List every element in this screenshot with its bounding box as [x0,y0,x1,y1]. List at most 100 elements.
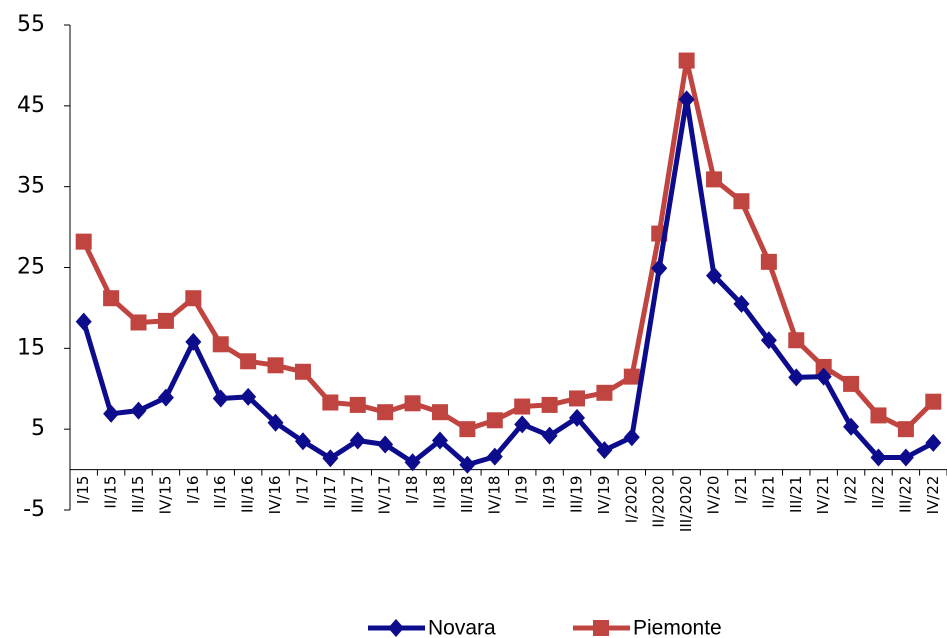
data-point [75,233,92,250]
data-point [459,421,476,438]
data-point [541,426,558,445]
data-point [706,266,723,285]
legend-marker [593,620,609,636]
data-point [569,408,586,427]
data-point [651,259,668,278]
data-point [486,412,503,429]
data-point [870,448,887,467]
data-point [623,368,640,385]
data-point [431,404,448,421]
data-point [925,433,942,452]
x-tick-label: III/22 [896,476,914,513]
data-point [897,448,914,467]
data-point [103,404,120,423]
data-point [377,435,394,454]
data-point [760,331,777,350]
x-tick-label: I/18 [403,476,421,505]
x-tick-label: III/21 [787,476,805,513]
x-tick-label: IV/16 [266,476,284,515]
data-point [212,336,229,353]
y-tick-label: 45 [17,93,45,118]
y-tick-label: 15 [17,335,45,360]
x-tick-label: II/15 [102,476,120,509]
data-point [349,396,366,413]
x-tick-label: IV/18 [485,476,503,515]
x-tick-label: IV/17 [376,476,394,515]
data-point [760,253,777,270]
y-tick-label: 35 [17,174,45,199]
data-point [267,413,284,432]
data-point [569,390,586,407]
x-tick-label: IV/15 [156,476,174,515]
data-point [240,353,257,370]
data-point [788,332,805,349]
data-point [815,358,832,375]
legend-marker [388,619,404,637]
data-point [157,312,174,329]
x-tick-label: I/15 [74,476,92,505]
x-tick-label: III/16 [239,476,257,513]
data-point [157,388,174,407]
data-point [623,428,640,447]
data-point [322,394,339,411]
data-point [596,441,613,460]
data-point [788,368,805,387]
data-point [870,407,887,424]
data-point [377,404,394,421]
data-point [103,290,120,307]
data-point [925,393,942,410]
legend-label: Piemonte [633,617,722,638]
x-tick-label: I/19 [513,476,531,505]
data-point [322,449,339,468]
x-tick-label: II/18 [430,476,448,509]
x-tick-label: II/22 [869,476,887,509]
x-tick-label: I/22 [842,476,860,505]
data-point [404,395,421,412]
legend-label: Novara [428,617,496,638]
x-tick-label: I/21 [732,476,750,505]
x-tick-label: IV/20 [705,476,723,515]
data-point [212,389,229,408]
data-point [130,314,147,331]
data-point [596,384,613,401]
data-point [897,421,914,438]
data-point [486,447,503,466]
data-point [294,363,311,380]
data-point [459,455,476,474]
series-line [81,96,935,468]
data-point [733,294,750,313]
data-point [185,332,202,351]
x-tick-label: III/19 [568,476,586,513]
x-tick-label: IV/22 [924,476,942,515]
x-tick-label: II/2020 [650,476,668,528]
x-tick-label: IV/19 [595,476,613,515]
x-tick-label: II/21 [759,476,777,509]
data-point [75,312,92,331]
data-point [706,171,723,188]
data-point [404,453,421,472]
data-point [843,417,860,436]
x-tick-label: IV/21 [814,476,832,515]
data-point [514,398,531,415]
data-point [294,432,311,451]
x-tick-label: III/15 [129,476,147,513]
x-tick-label: I/17 [293,476,311,505]
y-tick-label: 5 [31,416,45,441]
x-tick-label: I/16 [184,476,202,505]
x-tick-label: III/2020 [677,476,695,533]
x-tick-label: III/17 [348,476,366,513]
data-point [843,375,860,392]
x-tick-label: III/18 [458,476,476,513]
data-point [678,52,695,69]
y-tick-label: 55 [17,12,45,37]
data-point [431,431,448,450]
data-point [240,387,257,406]
data-point [733,193,750,210]
data-point [678,90,695,109]
data-point [541,396,558,413]
data-point [185,290,202,307]
y-tick-label: 25 [17,255,45,280]
x-tick-label: I/2020 [622,476,640,524]
x-tick-label: II/19 [540,476,558,509]
data-point [267,357,284,374]
